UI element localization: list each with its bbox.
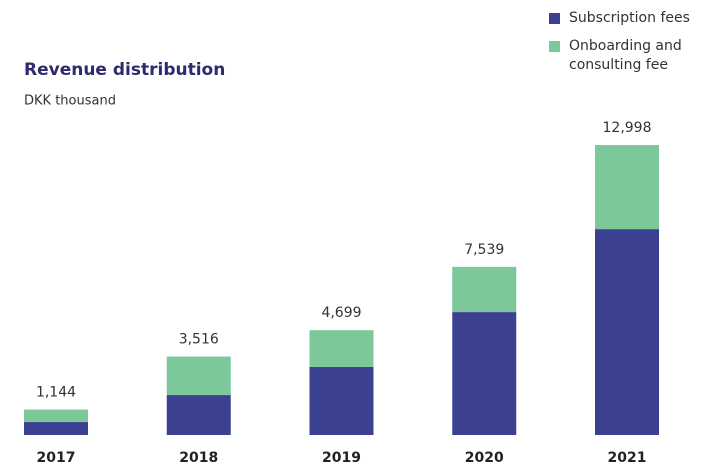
chart-title: Revenue distribution xyxy=(24,60,225,80)
bar-segment xyxy=(595,229,659,435)
bar-segment xyxy=(166,356,231,396)
bar-segment xyxy=(452,266,517,313)
total-label: 12,998 xyxy=(603,120,652,136)
bar-segment xyxy=(24,409,88,423)
legend-label: Onboarding and consulting fee xyxy=(569,38,682,73)
x-tick-label: 2017 xyxy=(37,450,76,465)
bar-segment xyxy=(24,422,88,435)
bar-segment xyxy=(166,395,231,435)
x-tick-label: 2018 xyxy=(179,450,218,465)
bar-segment xyxy=(309,330,374,367)
chart-subtitle: DKK thousand xyxy=(24,94,116,109)
total-label: 1,144 xyxy=(36,384,76,400)
legend-swatch xyxy=(549,13,560,24)
legend-swatch xyxy=(549,41,560,52)
x-tick-label: 2021 xyxy=(608,450,647,465)
bar-segment xyxy=(452,312,517,435)
legend-item: Subscription fees xyxy=(549,9,699,28)
x-tick-label: 2020 xyxy=(465,450,504,465)
total-label: 4,699 xyxy=(321,305,361,321)
bar-segment xyxy=(309,366,374,435)
x-tick-label: 2019 xyxy=(322,450,361,465)
total-label: 7,539 xyxy=(464,242,504,258)
legend-item: Onboarding and consulting fee xyxy=(549,37,699,75)
bar-segment xyxy=(595,145,659,230)
total-label: 3,516 xyxy=(179,332,219,348)
legend-label: Subscription fees xyxy=(569,10,690,26)
